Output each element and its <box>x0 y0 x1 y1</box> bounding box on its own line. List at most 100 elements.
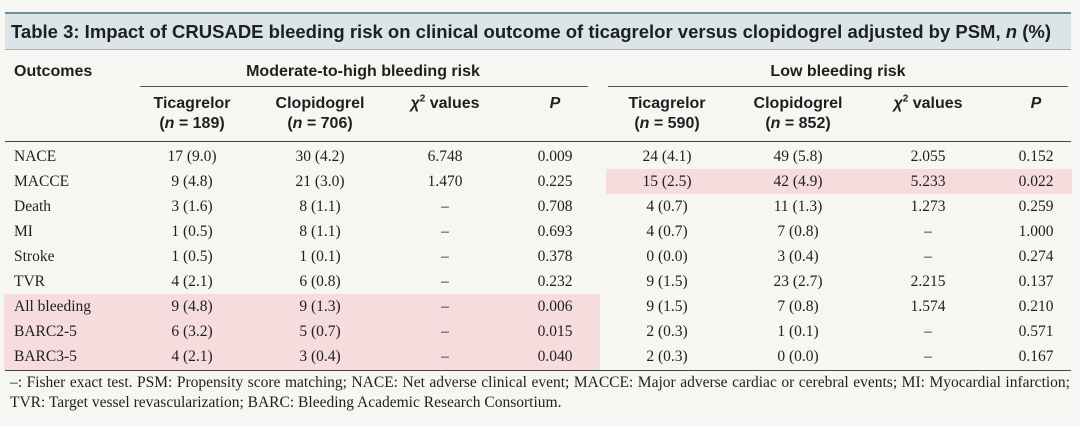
header-chi-g1-symbol: χ <box>410 95 420 112</box>
highlight-bleeding-moderate-risk <box>4 294 600 370</box>
cell-t2: 24 (4.1) <box>642 148 692 165</box>
header-chi-g2: χ2 values <box>876 94 980 114</box>
header-ticagrelor-g1: Ticagrelor (n = 189) <box>140 94 244 134</box>
cell-c2: 49 (5.8) <box>773 148 823 165</box>
row-outcome-label: BARC2-5 <box>14 323 77 340</box>
cell-t1: 1 (0.5) <box>171 248 213 265</box>
cell-c2: 3 (0.4) <box>777 248 819 265</box>
cell-c1: 5 (0.7) <box>299 323 341 340</box>
cell-x2: – <box>924 323 932 340</box>
table-title-tail: (%) <box>1017 21 1051 42</box>
cell-t2: 9 (1.5) <box>646 273 688 290</box>
header-p-g1-label: P <box>549 95 561 112</box>
cell-p2: 0.022 <box>1018 173 1054 190</box>
cell-p1: 0.378 <box>537 248 573 265</box>
cell-p1: 0.006 <box>537 298 573 315</box>
header-chi-g2-tail: values <box>908 95 963 112</box>
header-group-moderate-high: Moderate-to-high bleeding risk <box>246 63 480 80</box>
highlight-macce-low-risk <box>606 169 1072 194</box>
row-outcome-label: BARC3-5 <box>14 348 77 365</box>
row-outcome-label: MI <box>14 223 33 240</box>
cell-x2: 5.233 <box>910 173 946 190</box>
cell-x1: – <box>441 248 449 265</box>
rule-header-bottom <box>5 141 1071 142</box>
header-clopidogrel-g2-n: (n = 852) <box>765 115 831 132</box>
cell-t2: 2 (0.3) <box>646 348 688 365</box>
row-outcome-label: Death <box>14 198 52 215</box>
cell-x2: – <box>924 248 932 265</box>
cell-p2: 0.274 <box>1018 248 1054 265</box>
cell-c1: 1 (0.1) <box>299 248 341 265</box>
cell-c2: 0 (0.0) <box>777 348 819 365</box>
cell-x1: – <box>441 198 449 215</box>
header-ticagrelor-g2-n: (n = 590) <box>634 115 700 132</box>
cell-x2: 2.055 <box>910 148 946 165</box>
cell-p2: 0.167 <box>1018 348 1054 365</box>
cell-t2: 9 (1.5) <box>646 298 688 315</box>
rule-group-moderate-high <box>140 86 588 87</box>
rule-table-bottom <box>5 370 1071 371</box>
cell-t2: 4 (0.7) <box>646 198 688 215</box>
row-outcome-label: NACE <box>14 148 57 165</box>
cell-x2: 1.273 <box>910 198 946 215</box>
header-clopidogrel-g1-label: Clopidogrel <box>275 95 365 112</box>
cell-p2: 0.137 <box>1018 273 1054 290</box>
cell-t1: 4 (2.1) <box>171 348 213 365</box>
cell-c1: 30 (4.2) <box>295 148 345 165</box>
cell-t1: 3 (1.6) <box>171 198 213 215</box>
cell-x1: 1.470 <box>427 173 463 190</box>
cell-x1: – <box>441 273 449 290</box>
cell-c1: 6 (0.8) <box>299 273 341 290</box>
header-group-low: Low bleeding risk <box>770 63 906 80</box>
cell-p1: 0.708 <box>537 198 573 215</box>
row-outcome-label: Stroke <box>14 248 55 265</box>
cell-c2: 11 (1.3) <box>773 198 823 215</box>
header-p-g1: P <box>525 94 585 114</box>
table-frame: Table 3: Impact of CRUSADE bleeding risk… <box>5 12 1071 380</box>
cell-c2: 42 (4.9) <box>773 173 823 190</box>
cell-p1: 0.693 <box>537 223 573 240</box>
cell-x1: 6.748 <box>427 148 463 165</box>
header-ticagrelor-g1-n: (n = 189) <box>159 115 225 132</box>
cell-t1: 6 (3.2) <box>171 323 213 340</box>
cell-x2: 2.215 <box>910 273 946 290</box>
cell-p2: 0.210 <box>1018 298 1054 315</box>
header-clopidogrel-g2-label: Clopidogrel <box>753 95 843 112</box>
header-p-g2: P <box>1006 94 1066 114</box>
header-ticagrelor-g2-label: Ticagrelor <box>628 95 706 112</box>
cell-c2: 7 (0.8) <box>777 298 819 315</box>
cell-x2: – <box>924 348 932 365</box>
cell-p1: 0.225 <box>537 173 573 190</box>
cell-c1: 3 (0.4) <box>299 348 341 365</box>
table-title-main: Table 3: Impact of CRUSADE bleeding risk… <box>11 21 1006 42</box>
cell-x2: 1.574 <box>910 298 946 315</box>
header-outcomes: Outcomes <box>14 63 93 80</box>
cell-c2: 23 (2.7) <box>773 273 823 290</box>
cell-p2: 0.571 <box>1018 323 1054 340</box>
header-chi-g1-tail: values <box>425 95 480 112</box>
cell-p2: 0.152 <box>1018 148 1054 165</box>
cell-t1: 9 (4.8) <box>171 298 213 315</box>
cell-c1: 8 (1.1) <box>299 198 341 215</box>
rule-group-low <box>608 86 1068 87</box>
table-title: Table 3: Impact of CRUSADE bleeding risk… <box>5 14 1071 50</box>
cell-p1: 0.232 <box>537 273 573 290</box>
cell-t1: 17 (9.0) <box>167 148 217 165</box>
row-outcome-label: TVR <box>14 273 45 290</box>
cell-p2: 0.259 <box>1018 198 1054 215</box>
cell-c1: 21 (3.0) <box>295 173 345 190</box>
cell-t2: 2 (0.3) <box>646 323 688 340</box>
cell-p1: 0.009 <box>537 148 573 165</box>
cell-x1: – <box>441 223 449 240</box>
cell-t1: 1 (0.5) <box>171 223 213 240</box>
header-ticagrelor-g1-label: Ticagrelor <box>153 95 231 112</box>
cell-x1: – <box>441 298 449 315</box>
header-chi-g1: χ2 values <box>395 94 495 114</box>
cell-x1: – <box>441 323 449 340</box>
cell-p2: 1.000 <box>1018 223 1054 240</box>
cell-c1: 8 (1.1) <box>299 223 341 240</box>
table-title-n: n <box>1005 21 1018 42</box>
cell-t1: 4 (2.1) <box>171 273 213 290</box>
cell-x1: – <box>441 348 449 365</box>
cell-x2: – <box>924 223 932 240</box>
